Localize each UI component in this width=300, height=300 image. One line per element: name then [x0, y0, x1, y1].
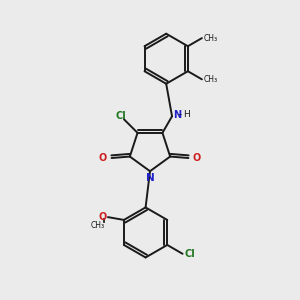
Text: Cl: Cl	[115, 111, 126, 121]
Text: O: O	[99, 153, 107, 163]
Text: CH₃: CH₃	[91, 221, 105, 230]
Text: ~: ~	[176, 112, 182, 118]
Text: O: O	[193, 153, 201, 163]
Text: N: N	[146, 173, 154, 183]
Text: CH₃: CH₃	[203, 75, 218, 84]
Text: Cl: Cl	[184, 249, 195, 259]
Text: H: H	[183, 110, 190, 119]
Text: CH₃: CH₃	[203, 34, 218, 43]
Text: N: N	[173, 110, 181, 120]
Text: O: O	[98, 212, 106, 222]
